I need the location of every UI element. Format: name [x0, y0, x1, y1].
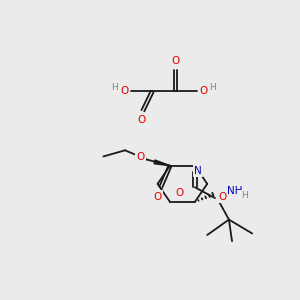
Text: O: O [175, 188, 184, 198]
Text: O: O [199, 86, 208, 96]
Text: O: O [137, 115, 146, 125]
Text: NH: NH [227, 186, 243, 196]
Text: O: O [171, 56, 180, 66]
Text: O: O [154, 191, 162, 202]
Text: O: O [120, 86, 128, 96]
Text: O: O [219, 191, 227, 202]
Polygon shape [154, 160, 170, 166]
Text: H: H [241, 191, 248, 200]
Text: H: H [112, 83, 118, 92]
Text: O: O [136, 152, 145, 162]
Text: N: N [194, 166, 202, 176]
Text: H: H [209, 83, 216, 92]
